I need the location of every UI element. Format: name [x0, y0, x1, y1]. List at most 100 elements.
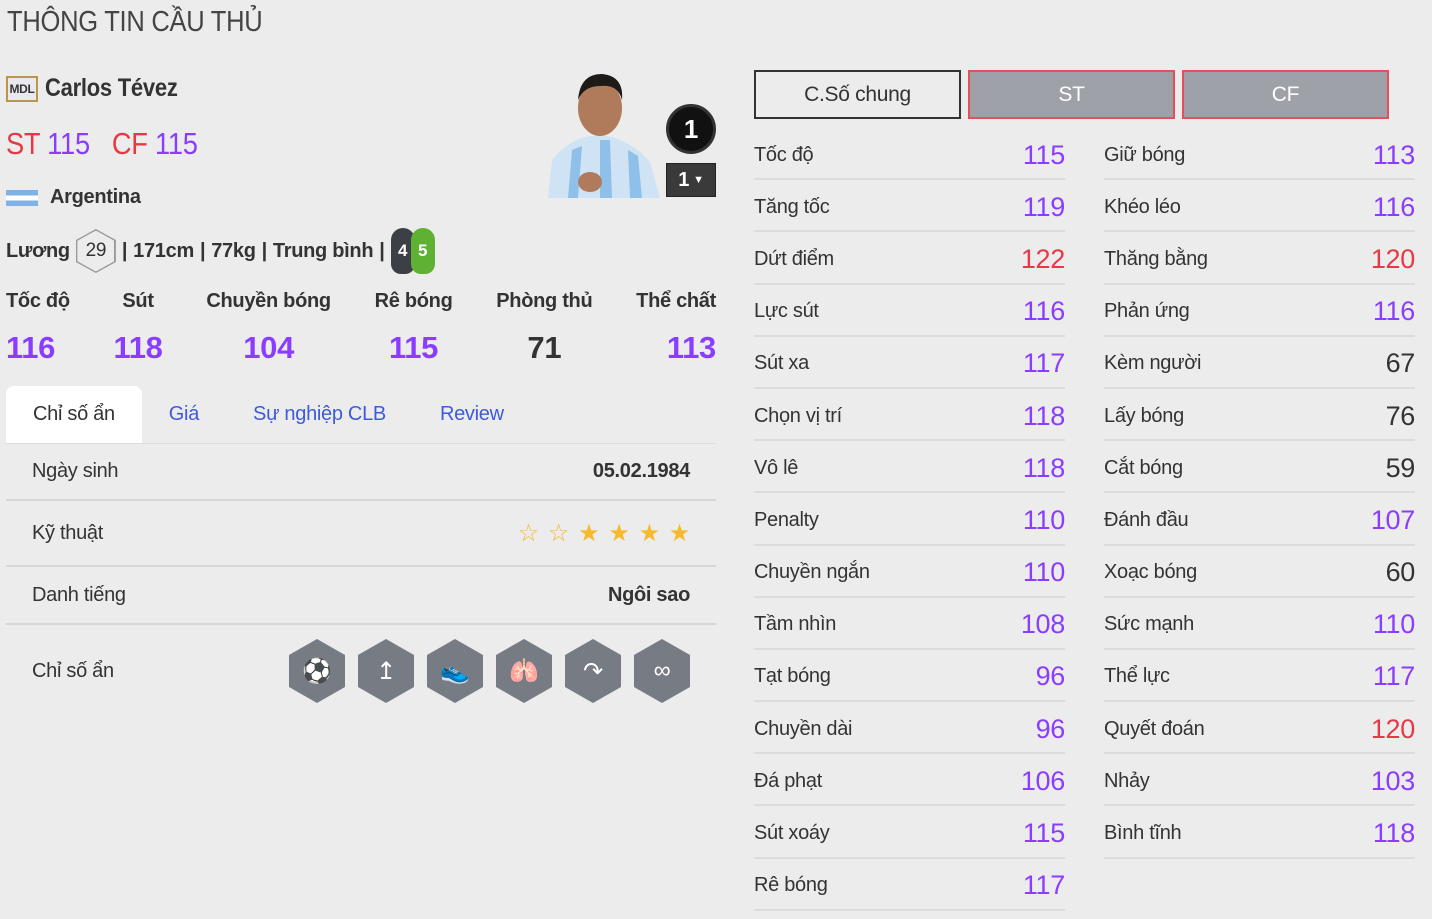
- stat-value: 120: [1370, 243, 1415, 274]
- stat-label: Nhảy: [1104, 769, 1150, 792]
- stat-value: 96: [1035, 713, 1066, 744]
- stat-label: Sút xa: [754, 352, 809, 375]
- stat-row: Bình tĩnh 118: [1104, 806, 1415, 859]
- tab-hidden-stats[interactable]: Chỉ số ẩn: [6, 386, 142, 443]
- stat-value: 120: [1370, 713, 1415, 744]
- stat-value: 118: [1022, 400, 1065, 431]
- st-stats-button[interactable]: ST: [968, 70, 1175, 119]
- general-stats-button[interactable]: C.Số chung: [754, 70, 961, 119]
- position-ovr: 115: [47, 126, 90, 161]
- stat-label: Penalty: [754, 508, 819, 531]
- level-select[interactable]: 1 ▼: [666, 163, 716, 197]
- stat-value: 118: [1372, 818, 1415, 849]
- stat-row: Chuyền dài 96: [754, 702, 1066, 755]
- stat-row: Cắt bóng 59: [1104, 441, 1415, 494]
- stat-row: Tạt bóng 96: [754, 650, 1066, 703]
- position-label: CF: [111, 126, 148, 161]
- tab-club-career[interactable]: Sự nghiệp CLB: [253, 403, 386, 425]
- stat-label: Dứt điểm: [754, 247, 834, 270]
- stat-value: 67: [1385, 348, 1416, 379]
- stat-row: Lấy bóng 76: [1104, 389, 1415, 442]
- stat-value: 110: [1022, 504, 1065, 535]
- stat-value: 96: [1035, 661, 1066, 692]
- nation-name: Argentina: [50, 186, 141, 208]
- stat-row: Tầm nhìn 108: [754, 598, 1065, 650]
- stat-label: Lấy bóng: [1104, 404, 1184, 427]
- star-filled-icon: ★: [608, 519, 630, 547]
- stat-row: Kèm người 67: [1104, 337, 1415, 389]
- detail-rows: Ngày sinh 05.02.1984 Kỹ thuật ☆ ☆ ★ ★ ★ ★ Danh …: [6, 444, 716, 717]
- summary-stat: Thể chất 113: [636, 290, 716, 366]
- stat-label: Kèm người: [1104, 352, 1202, 375]
- tab-price[interactable]: Giá: [168, 403, 200, 425]
- summary-value: 71: [527, 330, 562, 365]
- star-filled-icon: ★: [668, 519, 691, 547]
- stat-row: Chuyền ngắn 110: [754, 546, 1065, 598]
- stat-value: 60: [1385, 557, 1416, 588]
- summary-label: Rê bóng: [374, 290, 453, 312]
- detail-tabs: Chỉ số ẩn Giá Sự nghiệp CLB Review: [6, 386, 716, 444]
- stat-label: Phản ứng: [1104, 300, 1190, 323]
- foot-icon: 4 5: [390, 228, 435, 274]
- stat-value: 118: [1022, 452, 1065, 483]
- stat-view-buttons: C.Số chung ST CF: [754, 70, 1389, 119]
- player-name: Carlos Tévez: [45, 74, 178, 102]
- stat-row: Nhảy 103: [1104, 754, 1415, 807]
- stat-value: 117: [1022, 348, 1065, 379]
- skill-label: Kỹ thuật: [32, 521, 103, 544]
- stat-label: Giữ bóng: [1104, 143, 1186, 166]
- summary-value: 118: [113, 330, 163, 365]
- stat-row: Giữ bóng 113: [1104, 128, 1415, 181]
- summary-label: Phòng thủ: [496, 290, 593, 312]
- level-select-value: 1: [678, 168, 690, 191]
- long-range-icon[interactable]: ↥: [358, 639, 414, 703]
- summary-label: Tốc độ: [6, 290, 70, 312]
- stat-value: 117: [1372, 661, 1415, 692]
- stat-label: Rê bóng: [754, 874, 828, 897]
- summary-stat: Chuyền bóng 104: [206, 290, 331, 366]
- stat-row: Thăng bằng 120: [1104, 232, 1415, 285]
- stat-label: Chuyền ngắn: [754, 561, 870, 584]
- stat-row: Tốc độ 115: [754, 128, 1065, 181]
- summary-label: Thể chất: [636, 290, 716, 312]
- stat-value: 115: [1022, 139, 1065, 170]
- goal-shot-icon[interactable]: ⚽: [289, 639, 345, 703]
- stat-row: Thể lực 117: [1104, 650, 1415, 703]
- strong-foot: 5: [410, 228, 435, 274]
- body-type: Trung bình: [272, 239, 374, 262]
- stat-row: Tăng tốc 119: [754, 180, 1065, 233]
- birthdate-value: 05.02.1984: [592, 460, 690, 482]
- summary-stat: Rê bóng 115: [375, 290, 453, 366]
- player-name-row: MDL Carlos Tévez: [6, 74, 196, 103]
- reputation-label: Danh tiếng: [32, 583, 126, 606]
- stat-label: Đá phạt: [754, 769, 822, 792]
- stat-row: Phản ứng 116: [1104, 285, 1415, 337]
- hidden-skill-icons: ⚽ ↥ 👟 🫁 ↷ ∞: [289, 639, 690, 703]
- stat-label: Sức mạnh: [1104, 613, 1194, 636]
- boot-speed-icon[interactable]: 👟: [427, 639, 483, 703]
- tab-review[interactable]: Review: [439, 403, 504, 425]
- stat-row: Lực sút 116: [754, 285, 1065, 337]
- cf-stats-button[interactable]: CF: [1182, 70, 1389, 119]
- salary-hexagon: 29: [75, 229, 116, 273]
- stat-row: Chọn vị trí 118: [754, 389, 1065, 442]
- argentina-flag-icon: [6, 189, 38, 206]
- stat-label: Thăng bằng: [1104, 247, 1208, 270]
- stat-label: Tốc độ: [754, 143, 814, 166]
- stat-label: Khéo léo: [1104, 195, 1181, 218]
- curl-shot-icon[interactable]: ↷: [565, 639, 621, 703]
- dribble-route-icon[interactable]: ∞: [634, 639, 690, 703]
- stat-label: Vô lê: [754, 456, 799, 479]
- lungs-stamina-icon[interactable]: 🫁: [496, 639, 552, 703]
- player-info: Lương 29 | 171cm | 77kg | Trung bình | 4 5: [6, 228, 435, 274]
- summary-value: 116: [6, 330, 56, 365]
- stat-row: Khéo léo 116: [1104, 180, 1415, 233]
- star-filled-icon: ★: [638, 519, 661, 547]
- stat-label: Xoạc bóng: [1104, 561, 1197, 584]
- stat-row: Sút xoáy 115: [754, 806, 1065, 859]
- player-photo: [548, 74, 660, 198]
- level-badge: 1: [666, 104, 716, 154]
- summary-stats: Tốc độ 116 Sút 118 Chuyền bóng 104 Rê bóng 1…: [6, 290, 716, 366]
- hidden-stats-label: Chỉ số ẩn: [32, 659, 114, 682]
- birthdate-label: Ngày sinh: [32, 460, 119, 482]
